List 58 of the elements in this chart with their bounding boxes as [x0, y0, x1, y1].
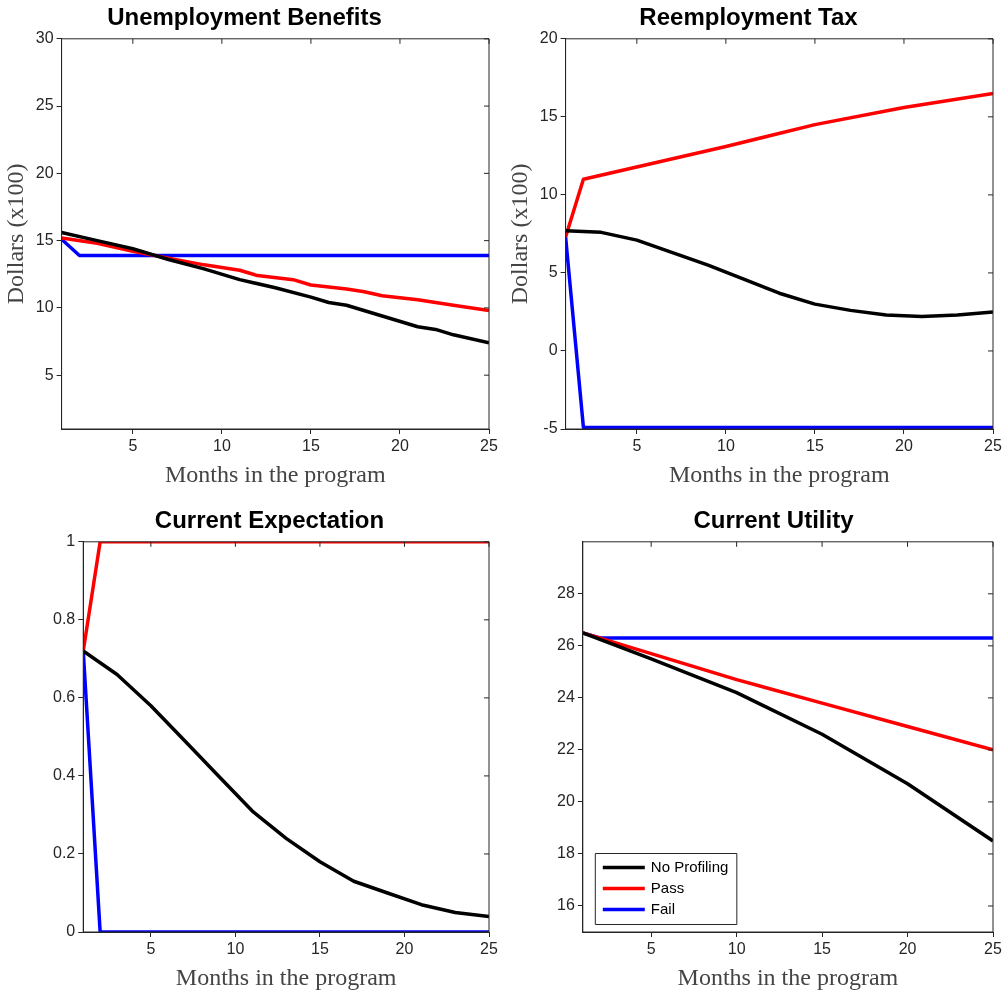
y-tick-label: -5: [543, 419, 558, 437]
y-tick-label: 22: [557, 740, 575, 758]
legend-label: Fail: [650, 899, 675, 917]
x-tick-label: 20: [395, 940, 414, 958]
x-tick-label: 20: [895, 437, 913, 455]
y-tick-label: 0: [66, 922, 76, 940]
x-tick-label: 15: [311, 940, 329, 958]
x-tick-label: 20: [391, 437, 409, 455]
legend-label: No Profiling: [650, 857, 729, 875]
x-axis-title: Months in the program: [164, 460, 386, 487]
x-tick-label: 25: [480, 940, 498, 958]
x-tick-label: 10: [716, 437, 735, 455]
y-tick-label: 26: [557, 636, 575, 654]
x-axis-title: Months in the program: [677, 963, 899, 990]
y-tick-label: 0.6: [52, 688, 76, 706]
legend-label: Pass: [650, 878, 685, 896]
x-axis-title: Months in the program: [668, 460, 890, 487]
chart-title: Unemployment Benefits: [107, 3, 382, 31]
y-tick-label: 5: [44, 365, 54, 383]
y-tick-label: 5: [548, 263, 558, 281]
x-tick-label: 15: [302, 437, 320, 455]
x-tick-label: 5: [646, 940, 656, 958]
x-tick-label: 15: [813, 940, 832, 958]
y-tick-label: 20: [539, 29, 558, 47]
x-tick-label: 25: [984, 437, 1002, 455]
y-tick-label: 24: [557, 688, 575, 706]
y-tick-label: 10: [35, 298, 54, 316]
y-tick-label: 18: [557, 844, 575, 862]
chart-title: Current Expectation: [154, 506, 385, 534]
y-axis-title: Dollars (x100): [505, 163, 532, 305]
y-tick-label: 20: [557, 792, 575, 810]
y-tick-label: 0: [548, 341, 558, 359]
y-tick-label: 16: [557, 896, 575, 914]
y-tick-label: 20: [35, 163, 54, 181]
x-tick-label: 20: [898, 940, 917, 958]
y-tick-label: 28: [557, 584, 575, 602]
x-tick-label: 5: [632, 437, 642, 455]
x-tick-label: 15: [806, 437, 824, 455]
chart-title: Reemployment Tax: [639, 3, 859, 31]
y-tick-label: 0.4: [52, 766, 76, 784]
y-tick-label: 0.2: [52, 844, 76, 862]
x-tick-label: 10: [727, 940, 746, 958]
y-tick-label: 1: [66, 532, 76, 550]
x-tick-label: 5: [128, 437, 138, 455]
x-tick-label: 25: [984, 940, 1002, 958]
x-tick-label: 5: [146, 940, 156, 958]
y-tick-label: 25: [35, 96, 54, 114]
y-tick-label: 10: [539, 185, 558, 203]
y-axis-title: Dollars (x100): [1, 163, 28, 305]
x-tick-label: 25: [480, 437, 498, 455]
y-tick-label: 0.8: [52, 610, 76, 628]
chart-title: Current Utility: [693, 506, 855, 534]
y-tick-label: 15: [35, 231, 54, 249]
x-tick-label: 10: [212, 437, 231, 455]
x-tick-label: 10: [226, 940, 245, 958]
y-tick-label: 30: [35, 29, 54, 47]
x-axis-title: Months in the program: [175, 963, 397, 990]
y-tick-label: 15: [539, 107, 558, 125]
